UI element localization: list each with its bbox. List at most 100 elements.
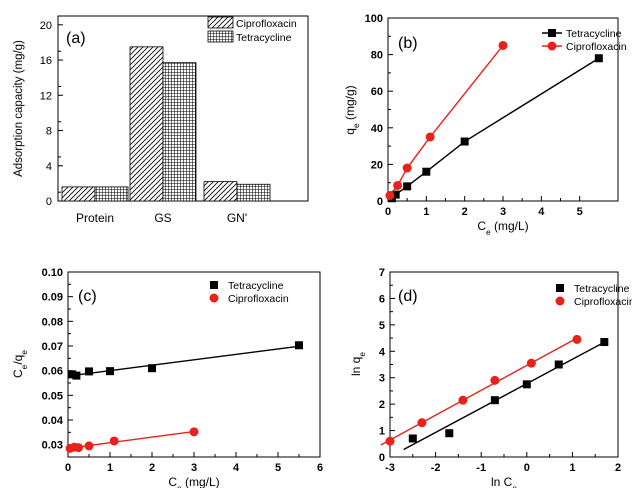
x-tick-label: -3 [385,462,395,474]
y-tick-label: 0 [46,196,52,208]
x-tick-label: Protein [76,211,114,225]
panel-b: 0 1 2 3 4 5 0 20 40 60 80 100 TetracyclineCiprofloxa… [343,13,627,237]
y-tick-label: 5 [379,320,385,332]
data-point [460,137,469,146]
x-tick-label: GN' [227,211,247,225]
x-tick-label: 5 [577,206,583,218]
y-tick-label: 0.06 [42,366,63,378]
axis-label-part: C [168,475,177,488]
axis-label-part: (mg/L) [182,475,220,488]
y-tick-label: 0.05 [42,390,63,402]
y-tick-label: 0.03 [42,440,63,452]
x-tick-label: 6 [317,462,323,474]
series-ciprofloxacin [380,334,582,446]
x-tick-label: 5 [275,462,281,474]
legend-label: Tetracycline [228,280,284,292]
y-tick-label: 0.04 [42,415,64,427]
axis-label-part: (mg/L) [491,219,529,233]
y-axis-label: qe (mg/g) [343,85,361,134]
x-tick-label: -2 [431,462,441,474]
data-point [385,191,395,201]
data-point [422,167,431,176]
y-tick-label: 2 [379,399,385,411]
data-point [403,182,412,191]
y-axis-label: Adsorption capacity (mg/g) [13,40,25,177]
x-tick-label: GS [154,211,171,225]
x-tick-label: 3 [191,462,197,474]
data-point [445,429,454,438]
y-axis-label: Ce/qe [11,350,29,378]
legend-item: Tetracycline [542,28,622,40]
panel-label: (a) [66,30,86,47]
data-point [498,40,508,50]
x-axis-label: ln Ce [491,475,517,488]
data-point [74,443,83,453]
bar-ciprofloxacin [129,46,164,202]
legend-label: Ciprofloxacin [228,293,289,305]
data-point [84,441,94,451]
data-point [391,190,400,199]
panel-label: (c) [78,288,97,305]
y-tick-label: 40 [371,123,383,135]
axis-label-subscript: e [351,123,361,128]
data-point [526,358,536,368]
x-tick-label: 0 [524,462,530,474]
y-tick-label: 16 [40,55,52,67]
legend-label: Tetracycline [236,32,292,44]
x-tick-label: 2 [615,462,621,474]
axis-label-subscript: e [177,483,182,488]
x-axis-label: Ce (mg/L) [168,475,219,488]
series-tetracycline [403,338,609,451]
axis-label-part: q [343,128,357,135]
bar-ciprofloxacin [203,181,238,202]
legend-item: Ciprofloxacin [209,293,289,305]
axis-label-subscript: e [19,350,29,355]
legend-item: Ciprofloxacin [555,296,632,308]
y-tick-label: 20 [371,159,383,171]
legend-marker [210,281,218,289]
y-tick-label: 0.07 [42,341,63,353]
legend-item: Tetracycline [556,283,630,295]
x-tick-label: 2 [149,462,155,474]
legend-swatch [207,16,234,29]
data-point [458,395,468,405]
data-point [68,370,77,379]
axis-label-part: ln q [349,357,363,376]
x-tick-label: 1 [107,462,113,474]
data-point [522,380,531,389]
data-point [490,375,500,385]
y-tick-label: 12 [40,90,52,102]
axis-label-part: ln C [491,475,513,488]
axis-label-part: C [477,219,486,233]
x-tick-label: 0 [385,206,391,218]
y-tick-label: 0.09 [42,292,63,304]
axis-label-part: /q [11,355,25,365]
x-tick-label: -1 [476,462,486,474]
data-point [72,371,81,380]
y-tick-label: 3 [379,373,385,385]
legend-marker [556,284,564,292]
x-tick-label: 0 [65,462,71,474]
x-tick-label: 4 [233,462,240,474]
legend-marker [548,29,556,37]
series-ciprofloxacin [65,427,199,453]
axis-label-part: C [11,369,25,378]
y-tick-label: 20 [40,20,52,32]
y-tick-label: 0 [377,196,383,208]
y-tick-label: 8 [46,126,52,138]
bar-tetracycline [236,183,271,202]
y-tick-label: 6 [379,293,385,305]
x-tick-label: 2 [462,206,468,218]
data-point [85,367,93,376]
legend-label: Ciprofloxacin [574,296,632,308]
legend-swatch [207,30,234,43]
fit-line [70,345,300,377]
legend-marker [547,41,557,51]
panel-label: (b) [398,35,418,52]
series-tetracycline [68,341,303,380]
legend-marker [555,296,565,306]
data-point [295,341,303,350]
x-tick-label: 1 [423,206,429,218]
axis-label-subscript: e [357,352,367,357]
